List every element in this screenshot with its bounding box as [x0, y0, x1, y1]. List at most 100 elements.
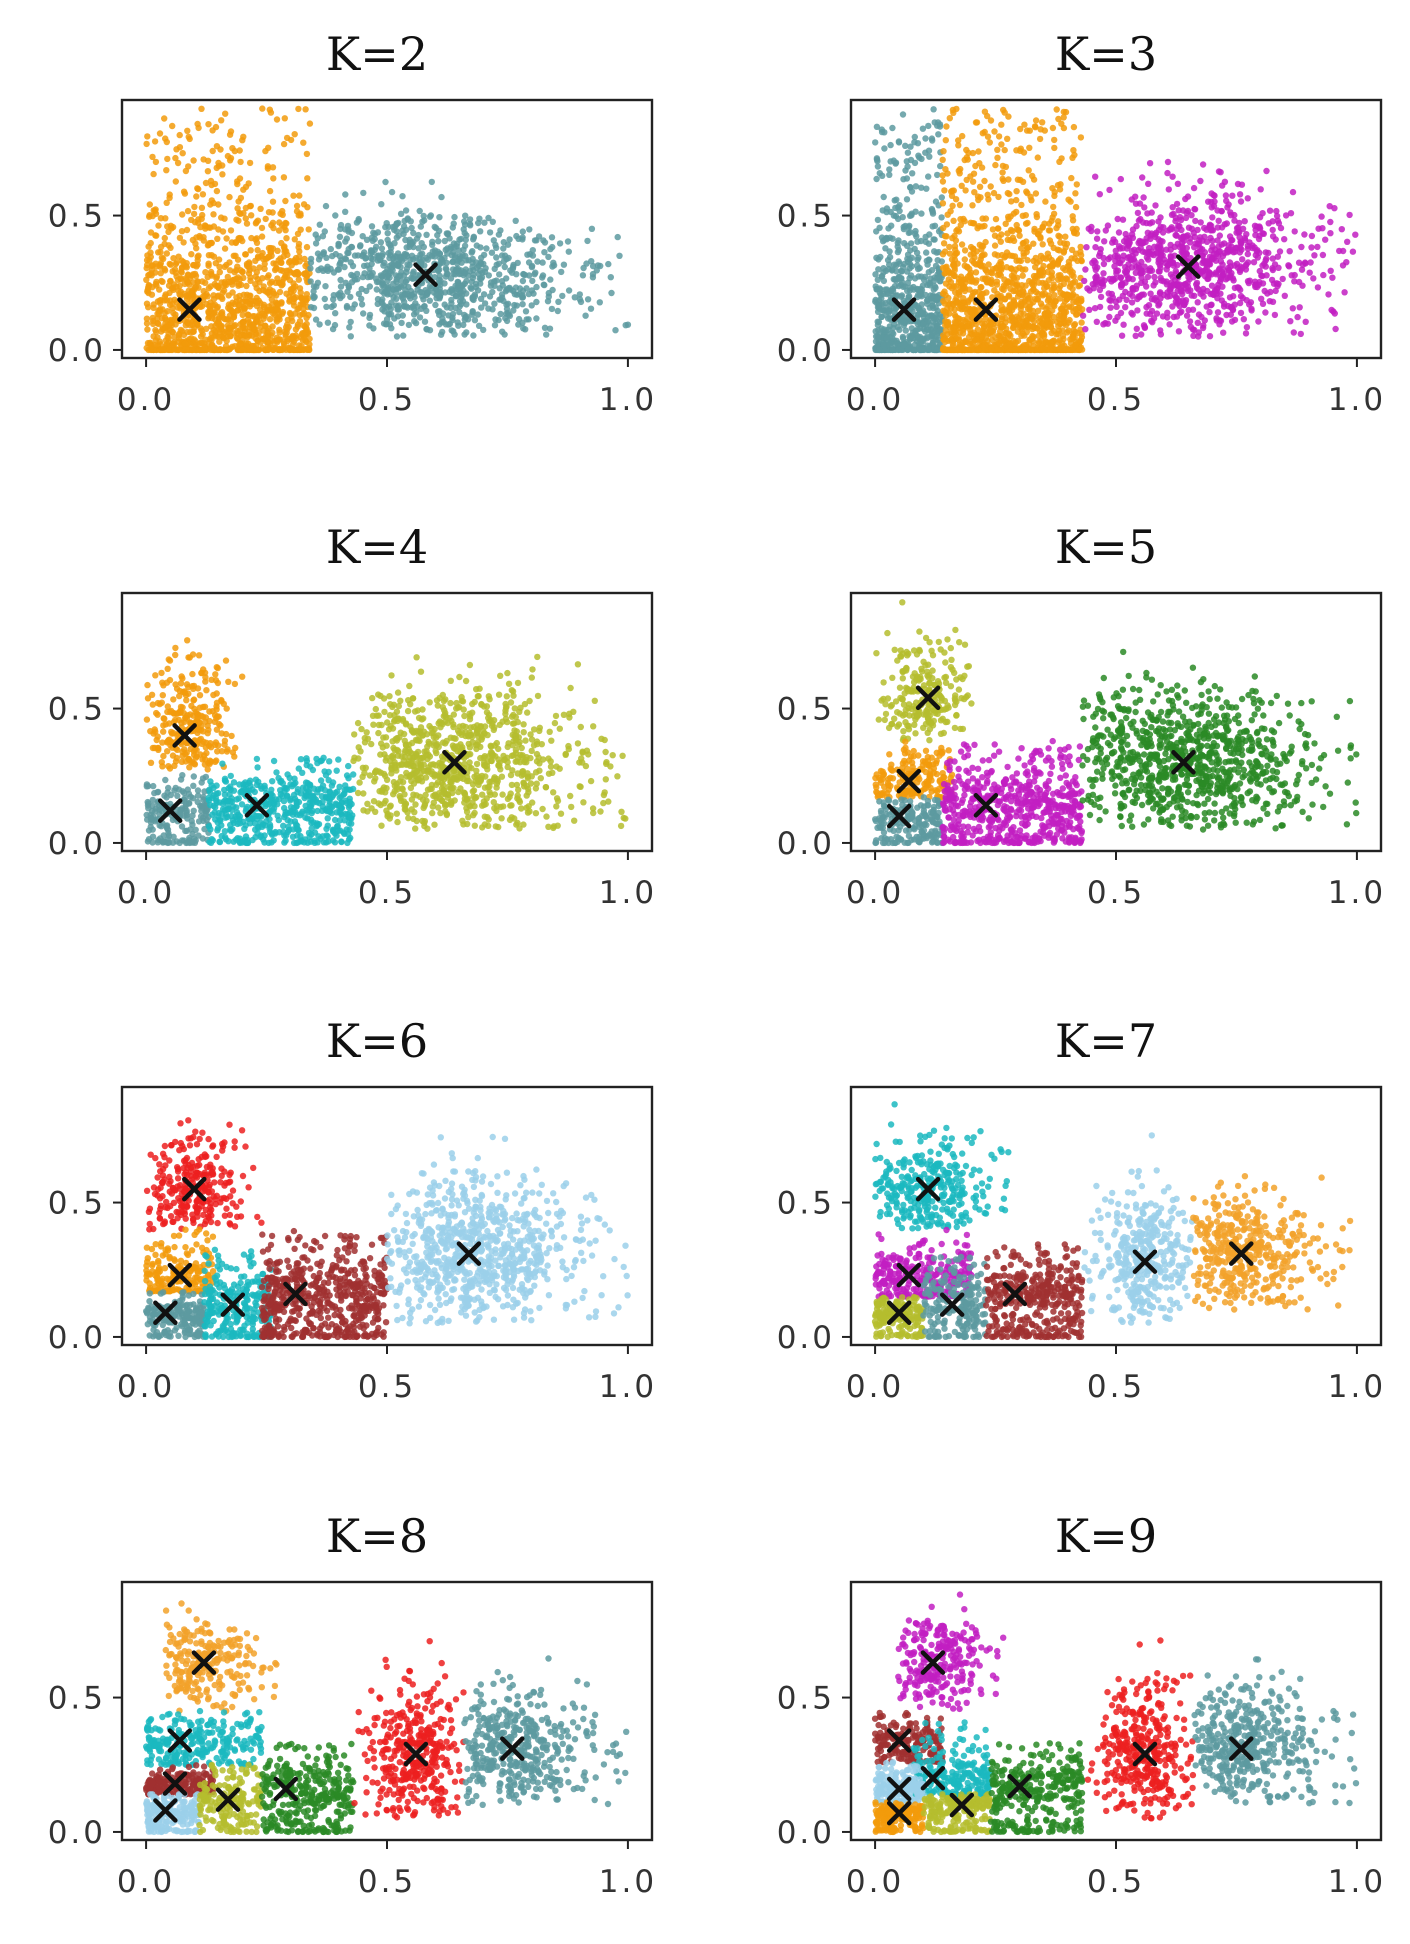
data-point: [1041, 127, 1049, 134]
data-point: [1097, 249, 1104, 257]
data-point: [469, 274, 477, 282]
data-point: [1223, 197, 1230, 205]
data-point: [152, 206, 159, 213]
data-point: [872, 139, 879, 146]
data-point: [1207, 227, 1214, 234]
data-point: [941, 187, 948, 194]
data-point: [1240, 316, 1248, 323]
data-point: [902, 142, 909, 149]
data-point: [1245, 279, 1253, 287]
data-point: [267, 244, 275, 252]
data-point: [316, 321, 323, 328]
data-point: [274, 336, 282, 343]
data-point: [975, 148, 982, 155]
data-point: [915, 152, 922, 159]
data-point: [933, 346, 941, 354]
y-tick-label: 0.0: [48, 333, 106, 369]
data-point: [469, 311, 476, 318]
data-point: [555, 298, 562, 305]
data-point: [1128, 196, 1136, 203]
data-point: [1012, 266, 1020, 273]
data-point: [1025, 244, 1033, 251]
data-point: [286, 276, 294, 284]
data-point: [1172, 217, 1179, 225]
data-point: [359, 273, 367, 281]
data-point: [504, 300, 512, 307]
data-point: [589, 262, 597, 270]
data-point: [1058, 120, 1065, 127]
data-point: [959, 132, 966, 140]
data-point: [984, 269, 991, 276]
data-point: [306, 270, 313, 277]
data-point: [1273, 280, 1280, 287]
data-point: [491, 300, 498, 307]
data-point: [421, 318, 429, 325]
data-point: [902, 167, 909, 174]
data-point: [1164, 309, 1171, 316]
data-point: [1091, 263, 1099, 271]
cluster-points: [143, 105, 314, 354]
data-point: [873, 156, 881, 163]
data-point: [195, 216, 202, 223]
data-point: [332, 310, 339, 317]
data-point: [1120, 321, 1127, 328]
data-point: [979, 275, 986, 282]
data-point: [1219, 261, 1226, 268]
data-point: [528, 263, 536, 271]
data-point: [421, 217, 428, 224]
data-point: [918, 184, 925, 191]
data-point: [1029, 312, 1037, 319]
data-point: [408, 224, 415, 232]
data-point: [1137, 215, 1144, 223]
data-point: [379, 282, 386, 289]
data-point: [444, 245, 451, 252]
data-point: [359, 233, 366, 240]
data-point: [946, 115, 953, 122]
data-point: [1115, 259, 1123, 266]
data-point: [539, 272, 547, 279]
data-point: [252, 281, 259, 288]
data-point: [492, 241, 499, 249]
data-point: [265, 303, 273, 310]
data-point: [274, 301, 281, 308]
data-point: [332, 212, 339, 219]
data-point: [310, 294, 317, 302]
data-point: [1077, 243, 1084, 251]
data-point: [351, 252, 359, 259]
data-point: [1077, 252, 1085, 259]
data-point: [1054, 182, 1062, 189]
data-point: [1236, 249, 1244, 256]
data-point: [879, 238, 887, 245]
data-point: [1126, 234, 1133, 242]
data-point: [485, 214, 492, 222]
data-point: [148, 343, 155, 351]
data-point: [1338, 226, 1346, 233]
data-point: [401, 250, 408, 258]
data-point: [180, 258, 187, 266]
data-point: [886, 234, 894, 241]
data-point: [208, 271, 215, 278]
data-point: [1019, 272, 1026, 279]
data-point: [1322, 236, 1329, 243]
data-point: [1042, 255, 1050, 262]
data-point: [533, 298, 540, 306]
data-point: [565, 287, 573, 294]
data-point: [198, 204, 206, 211]
data-point: [201, 344, 208, 352]
data-point: [913, 285, 921, 293]
data-point: [282, 271, 289, 279]
data-point: [215, 333, 222, 340]
data-point: [1238, 181, 1246, 188]
data-point: [476, 215, 483, 222]
data-point: [1259, 280, 1267, 287]
data-point: [556, 240, 564, 247]
data-point: [1062, 233, 1069, 240]
data-point: [957, 280, 965, 287]
data-point: [301, 270, 308, 277]
data-point: [378, 245, 386, 252]
data-point: [345, 226, 352, 233]
data-point: [295, 240, 303, 248]
data-point: [1117, 175, 1125, 183]
data-point: [397, 210, 405, 217]
data-point: [1123, 296, 1130, 304]
